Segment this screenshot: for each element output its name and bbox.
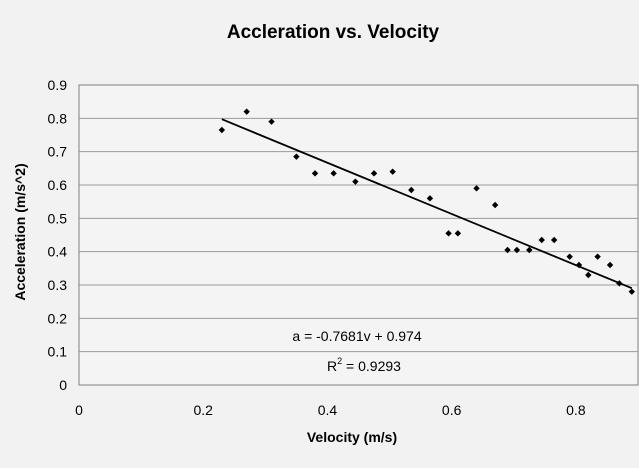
y-tick-label: 0.8	[48, 110, 68, 126]
data-point	[293, 153, 300, 160]
data-point	[218, 126, 226, 134]
data-point	[504, 246, 511, 254]
trendline-equation: a = -0.7681v + 0.974	[292, 328, 421, 344]
data-point	[513, 246, 521, 254]
y-tick-label: 0.7	[48, 144, 68, 160]
y-tick-labels: 0 0.1 0.2 0.3 0.4 0.5 0.6 0.7 0.8 0.9	[48, 77, 68, 393]
r-squared-prefix: R	[327, 358, 337, 374]
data-point	[454, 230, 462, 237]
data-point	[575, 261, 583, 269]
data-point	[616, 280, 623, 287]
x-tick-label: 0.6	[442, 402, 462, 418]
y-tick-label: 0.2	[48, 310, 68, 326]
y-tick-label: 0.3	[48, 277, 68, 293]
data-point	[311, 170, 319, 177]
data-points	[218, 108, 635, 295]
y-tick-label: 0	[59, 377, 67, 393]
data-point	[426, 195, 434, 202]
y-tick-label: 0.1	[48, 344, 68, 360]
x-tick-labels: 0 0.2 0.4 0.6 0.8	[75, 402, 586, 418]
data-point	[585, 271, 592, 279]
data-point	[243, 108, 250, 115]
data-point	[606, 261, 614, 269]
x-tick-label: 0.2	[193, 402, 213, 418]
r-squared-label: R2 = 0.9293	[327, 356, 401, 374]
x-tick-label: 0.4	[318, 402, 338, 418]
data-point	[352, 178, 359, 185]
chart-title: Accleration vs. Velocity	[227, 22, 440, 43]
data-point	[389, 168, 396, 175]
y-tick-label: 0.4	[48, 244, 68, 260]
data-point	[445, 230, 452, 237]
plot-area	[78, 84, 639, 386]
y-tick-label: 0.6	[48, 177, 68, 193]
x-tick-label: 0.8	[566, 402, 586, 418]
data-point	[628, 288, 635, 295]
x-axis-title: Velocity (m/s)	[307, 429, 397, 445]
trendline	[221, 118, 633, 290]
y-tick-label: 0.5	[48, 210, 68, 226]
r-squared-exponent: 2	[337, 356, 342, 366]
data-point	[550, 236, 558, 244]
data-point	[408, 186, 415, 194]
data-point	[566, 253, 573, 260]
data-point	[370, 170, 378, 177]
x-tick-label: 0	[75, 402, 83, 418]
data-point	[268, 118, 275, 125]
y-tick-label: 0.9	[48, 77, 68, 93]
r-squared-value: = 0.9293	[342, 358, 401, 374]
y-axis-title: Acceleration (m/s^2)	[12, 163, 28, 300]
data-point	[594, 253, 601, 260]
data-point	[538, 236, 545, 244]
data-point	[491, 201, 499, 209]
data-point	[473, 185, 480, 192]
data-point	[526, 246, 533, 254]
data-point	[330, 170, 337, 177]
